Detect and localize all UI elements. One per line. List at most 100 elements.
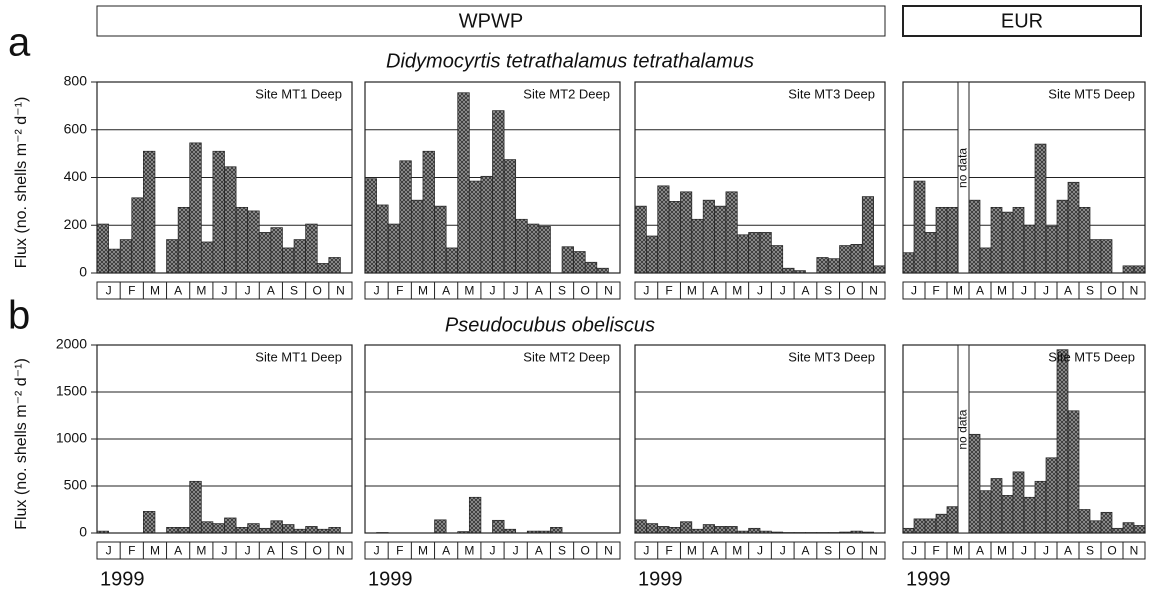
month-label: J	[222, 544, 228, 558]
month-label: N	[869, 284, 878, 298]
bar	[760, 232, 771, 273]
bar	[306, 526, 318, 533]
month-label: F	[932, 544, 939, 558]
no-data-label: no data	[956, 148, 970, 188]
row-title: Pseudocubus obeliscus	[445, 314, 655, 336]
bar	[282, 525, 294, 533]
month-label: J	[1021, 284, 1027, 298]
bar	[862, 197, 873, 273]
bar	[947, 507, 958, 533]
month-label: O	[1107, 544, 1116, 558]
bar	[446, 248, 458, 273]
month-label: J	[780, 544, 786, 558]
month-label: S	[558, 544, 566, 558]
bar	[493, 111, 505, 273]
row-title: Didymocyrtis tetrathalamus tetrathalamus	[386, 50, 754, 72]
bar	[1079, 510, 1090, 534]
month-label: J	[757, 284, 763, 298]
bar	[236, 207, 248, 273]
bar	[597, 268, 609, 273]
bar	[669, 527, 680, 533]
month-label: O	[313, 284, 322, 298]
bar	[294, 240, 306, 273]
month-label: O	[846, 284, 855, 298]
month-label: F	[128, 284, 135, 298]
panel-letter: b	[8, 294, 30, 338]
y-tick-label: 800	[64, 73, 88, 89]
bar	[1123, 266, 1134, 273]
bar	[236, 527, 248, 533]
site-label: Site MT1 Deep	[255, 86, 342, 101]
bar	[143, 151, 155, 273]
bar	[585, 262, 597, 273]
month-label: O	[581, 544, 590, 558]
y-tick-label: 500	[64, 477, 88, 493]
bar	[658, 526, 669, 533]
month-label: A	[976, 284, 984, 298]
bar	[317, 263, 329, 273]
bar	[329, 527, 341, 533]
bar	[658, 186, 669, 273]
bar	[817, 257, 828, 273]
month-label: S	[1086, 544, 1094, 558]
month-label: O	[846, 544, 855, 558]
month-label: N	[604, 544, 613, 558]
bar	[248, 524, 260, 533]
bar	[925, 232, 936, 273]
bar	[178, 527, 190, 533]
bar	[703, 525, 714, 533]
bar	[969, 434, 980, 533]
month-label: M	[150, 284, 160, 298]
month-label: J	[911, 284, 917, 298]
bar	[1090, 521, 1101, 533]
bar	[481, 176, 493, 273]
y-tick-label: 600	[64, 120, 88, 136]
bar	[1002, 212, 1013, 273]
bar	[201, 242, 213, 273]
month-label: M	[997, 284, 1007, 298]
month-label: M	[418, 544, 428, 558]
month-label: M	[196, 544, 206, 558]
bar	[1112, 528, 1123, 533]
bar	[1013, 472, 1024, 533]
bar	[980, 491, 991, 533]
bar	[1013, 207, 1024, 273]
site-label: Site MT5 Deep	[1048, 86, 1135, 101]
bar	[737, 235, 748, 273]
bar	[980, 248, 991, 273]
month-label: A	[801, 544, 809, 558]
bar	[969, 200, 980, 273]
bar	[903, 528, 914, 533]
bar	[1002, 495, 1013, 533]
month-label: J	[106, 544, 112, 558]
bar	[749, 528, 760, 533]
bar	[143, 511, 155, 533]
group-label: EUR	[1001, 10, 1043, 32]
y-tick-label: 0	[79, 524, 87, 540]
month-label: J	[643, 544, 649, 558]
bar	[213, 524, 225, 533]
month-label: J	[1021, 544, 1027, 558]
month-label: M	[687, 544, 697, 558]
bar	[411, 200, 423, 273]
month-label: J	[374, 284, 380, 298]
bar	[1046, 226, 1057, 273]
month-label: S	[290, 284, 298, 298]
bar	[259, 528, 271, 533]
bar	[282, 248, 294, 273]
site-label: Site MT5 Deep	[1048, 349, 1135, 364]
month-label: A	[267, 284, 275, 298]
bar	[1090, 240, 1101, 273]
y-tick-label: 2000	[56, 336, 87, 352]
bar	[167, 527, 179, 533]
bar	[516, 219, 528, 273]
y-tick-label: 1000	[56, 430, 87, 446]
month-label: M	[150, 544, 160, 558]
bar	[703, 200, 714, 273]
group-label: WPWP	[459, 10, 523, 32]
site-label: Site MT3 Deep	[788, 349, 875, 364]
month-label: A	[174, 544, 182, 558]
bar	[97, 224, 109, 273]
bar	[562, 247, 574, 273]
month-label: N	[336, 284, 345, 298]
